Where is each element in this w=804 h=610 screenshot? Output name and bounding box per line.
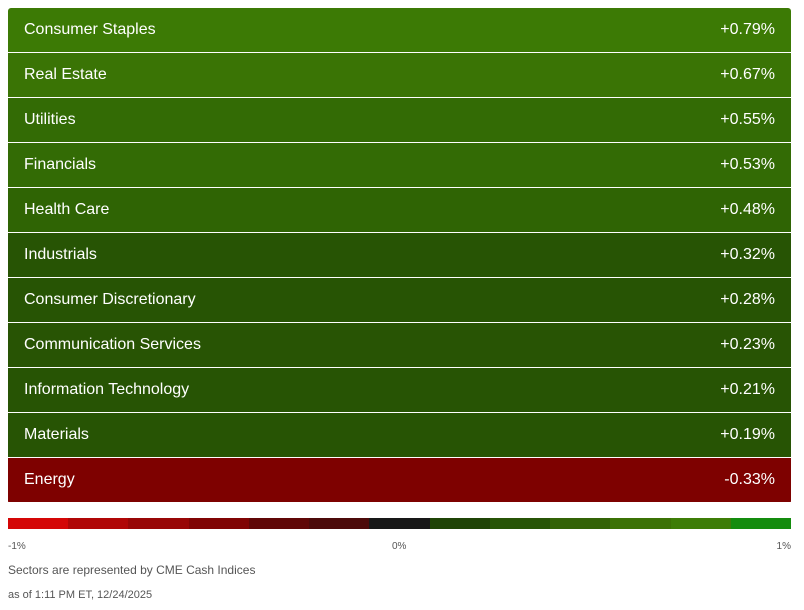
- scale-min-label: -1%: [8, 541, 26, 552]
- sector-row[interactable]: Health Care +0.48%: [8, 188, 791, 232]
- color-scale-legend: [8, 518, 792, 529]
- legend-segment: [248, 518, 310, 529]
- sector-row[interactable]: Utilities +0.55%: [8, 98, 791, 142]
- sector-name: Utilities: [24, 111, 76, 128]
- legend-segment: [550, 518, 611, 529]
- legend-segment: [128, 518, 189, 529]
- sector-name: Materials: [24, 426, 89, 443]
- sector-change: +0.55%: [720, 111, 775, 128]
- legend-segment: [8, 518, 69, 529]
- sector-row[interactable]: Energy -0.33%: [8, 458, 791, 502]
- sector-name: Real Estate: [24, 66, 107, 83]
- sector-change: +0.79%: [720, 21, 775, 38]
- legend-segment: [489, 518, 551, 529]
- sector-change: +0.23%: [720, 336, 775, 353]
- sector-change: +0.48%: [720, 201, 775, 218]
- sector-name: Financials: [24, 156, 97, 173]
- sector-row[interactable]: Financials +0.53%: [8, 143, 791, 187]
- source-note: Sectors are represented by CME Cash Indi…: [8, 563, 256, 577]
- sector-change: +0.21%: [720, 381, 775, 398]
- sector-name: Information Technology: [24, 381, 190, 398]
- sector-name: Health Care: [24, 201, 110, 218]
- sector-change: +0.19%: [720, 426, 775, 443]
- legend-segment: [309, 518, 370, 529]
- sector-change: -0.33%: [724, 471, 775, 488]
- sector-row[interactable]: Consumer Discretionary +0.28%: [8, 278, 791, 322]
- timestamp: as of 1:11 PM ET, 12/24/2025: [8, 589, 153, 601]
- legend-segment: [730, 518, 792, 529]
- legend-segment: [68, 518, 129, 529]
- legend-segment: [369, 518, 430, 529]
- sector-name: Industrials: [24, 246, 97, 263]
- sector-row[interactable]: Communication Services +0.23%: [8, 323, 791, 367]
- sector-name: Energy: [24, 471, 75, 488]
- legend-segment: [188, 518, 249, 529]
- legend-segment: [670, 518, 731, 529]
- sector-row[interactable]: Real Estate +0.67%: [8, 53, 791, 97]
- scale-mid-label: 0%: [392, 541, 407, 552]
- sector-name: Communication Services: [24, 336, 201, 353]
- sector-change: +0.53%: [720, 156, 775, 173]
- sector-name: Consumer Discretionary: [24, 291, 196, 308]
- sector-change: +0.67%: [720, 66, 775, 83]
- legend-segment: [429, 518, 490, 529]
- sector-heatmap: Consumer Staples +0.79% Real Estate +0.67% U…: [8, 8, 791, 504]
- sector-row[interactable]: Consumer Staples +0.79%: [8, 8, 791, 52]
- scale-max-label: 1%: [776, 541, 791, 552]
- sector-row[interactable]: Information Technology +0.21%: [8, 368, 791, 412]
- legend-segment: [610, 518, 671, 529]
- sector-name: Consumer Staples: [24, 21, 156, 38]
- sector-change: +0.32%: [720, 246, 775, 263]
- sector-row[interactable]: Industrials +0.32%: [8, 233, 791, 277]
- sector-change: +0.28%: [720, 291, 775, 308]
- sector-row[interactable]: Materials +0.19%: [8, 413, 791, 457]
